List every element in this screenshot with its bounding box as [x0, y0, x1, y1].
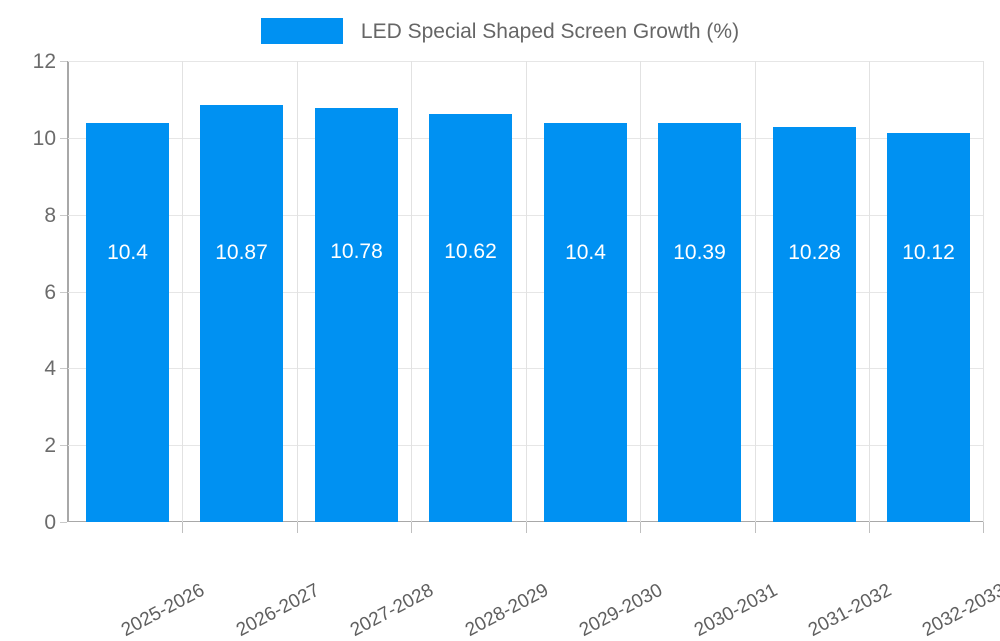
category-separator	[526, 61, 527, 522]
category-separator	[411, 61, 412, 522]
category-separator	[640, 61, 641, 522]
chart-legend: LED Special Shaped Screen Growth (%)	[0, 10, 1000, 52]
y-axis: 12 10 8 6 4 2 0	[0, 51, 67, 533]
bar[interactable]: 10.87	[200, 104, 283, 522]
x-axis-tick-mark	[983, 522, 984, 533]
bar-value-label: 10.12	[902, 241, 955, 265]
bar-value-label: 10.78	[330, 240, 383, 263]
x-axis-tick-mark	[869, 522, 870, 533]
x-axis-tick-mark	[411, 522, 412, 533]
x-axis-tick-label: 2025-2026	[117, 579, 209, 641]
y-axis-tick-label: 4	[44, 357, 56, 381]
y-axis-tick-mark	[60, 445, 67, 447]
bar[interactable]: 10.28	[773, 127, 856, 522]
x-axis-tick-label: 2031-2032	[804, 579, 896, 641]
category-separator	[182, 61, 183, 522]
y-axis-tick-mark	[60, 214, 67, 216]
legend-item-label: LED Special Shaped Screen Growth (%)	[360, 19, 740, 43]
category-separator	[869, 61, 870, 522]
bar[interactable]: 10.39	[658, 123, 741, 522]
plot-area: 10.4 10.87 10.78 10.62 10.4 10.39 10.28 …	[67, 61, 984, 522]
y-axis-tick-mark	[60, 368, 67, 370]
category-separator	[983, 61, 984, 522]
y-axis-tick-label: 8	[44, 203, 56, 227]
x-axis-tick-label: 2032-2033	[918, 579, 1000, 641]
x-axis-tick-label: 2027-2028	[346, 579, 438, 641]
x-axis-tick-mark	[182, 522, 183, 533]
bar-value-label: 10.4	[107, 240, 148, 264]
x-axis-tick-mark	[297, 522, 298, 533]
x-axis-tick-mark	[640, 522, 641, 533]
category-separator	[755, 61, 756, 522]
bar[interactable]: 10.4	[86, 122, 169, 522]
y-axis-tick-label: 10	[32, 126, 56, 150]
y-axis-tick-label: 6	[44, 280, 56, 304]
bar-chart: LED Special Shaped Screen Growth (%) 12 …	[0, 10, 1000, 641]
x-axis-tick-mark	[755, 522, 756, 533]
category-separator	[297, 61, 298, 522]
y-axis-tick-mark	[60, 61, 67, 62]
bar[interactable]: 10.78	[315, 108, 398, 522]
x-axis-tick-label: 2028-2029	[461, 579, 553, 641]
bar[interactable]: 10.4	[544, 122, 627, 522]
x-axis-tick-label: 2029-2030	[575, 579, 667, 641]
bar-value-label: 10.87	[215, 240, 268, 264]
x-axis-tick-label: 2026-2027	[232, 579, 324, 641]
legend-color-swatch-icon	[260, 18, 343, 44]
legend-item-led-special-shaped-screen-growth[interactable]: LED Special Shaped Screen Growth (%)	[260, 18, 740, 44]
y-axis-tick-mark	[60, 522, 67, 523]
y-axis-tick-label: 12	[32, 50, 56, 73]
bar-value-label: 10.4	[565, 240, 606, 264]
x-axis-tick-label: 2030-2031	[690, 579, 782, 641]
y-axis-tick-label: 2	[44, 434, 56, 458]
y-axis-tick-label: 0	[44, 511, 56, 534]
x-axis-tick-mark	[526, 522, 527, 533]
bar-value-label: 10.39	[673, 241, 726, 264]
bar[interactable]: 10.62	[429, 114, 512, 522]
bar-value-label: 10.28	[788, 241, 841, 265]
y-axis-tick-mark	[60, 291, 67, 293]
bar[interactable]: 10.12	[887, 133, 970, 522]
bar-value-label: 10.62	[444, 240, 497, 264]
y-axis-tick-mark	[60, 137, 67, 139]
